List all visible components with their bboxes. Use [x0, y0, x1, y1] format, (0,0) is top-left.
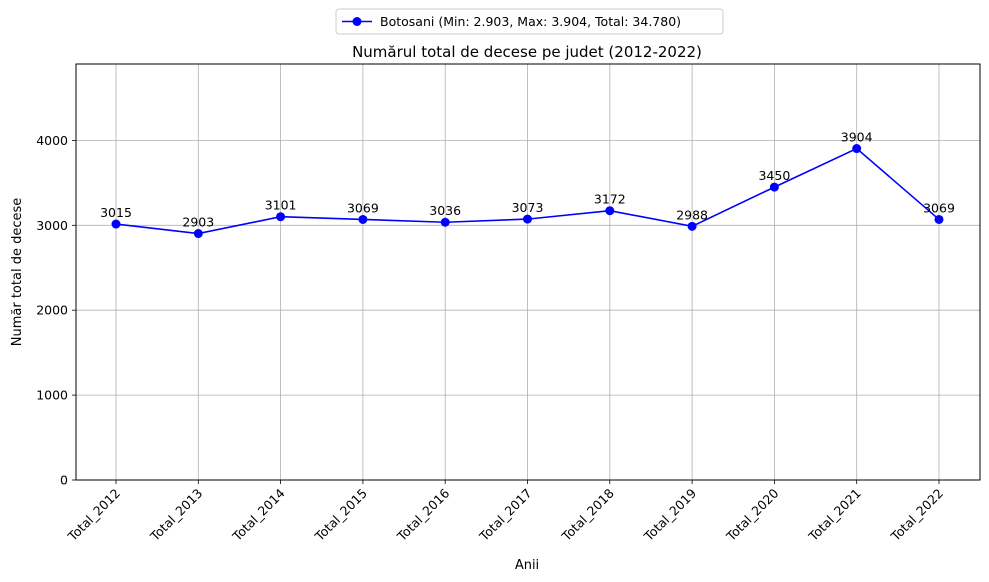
data-label: 3069 — [347, 200, 379, 215]
legend: Botosani (Min: 2.903, Max: 3.904, Total:… — [335, 8, 724, 35]
data-point — [193, 229, 203, 239]
data-point — [523, 214, 532, 224]
data-point — [440, 217, 450, 227]
y-tick-label: 4000 — [36, 133, 68, 148]
data-label: 3172 — [594, 192, 626, 207]
x-axis-label: Anii — [515, 558, 539, 573]
y-tick-label: 2000 — [36, 303, 68, 318]
data-label: 2903 — [182, 215, 214, 230]
chart-title: Numărul total de decese pe judet (2012-2… — [352, 43, 702, 61]
series-botosani — [111, 144, 944, 239]
data-label: 3036 — [429, 203, 461, 218]
data-point — [687, 221, 697, 231]
plot-frame — [75, 63, 981, 481]
data-point — [358, 214, 368, 224]
y-tick-label: 0 — [60, 473, 68, 488]
data-point — [111, 219, 121, 229]
data-label: 3073 — [512, 200, 544, 215]
data-labels: 3015 2903 3101 3069 3036 3073 3172 2988 3450 3904… — [100, 130, 955, 230]
data-label: 2988 — [676, 207, 708, 222]
data-point — [605, 206, 615, 216]
legend-box — [335, 8, 724, 35]
data-point — [934, 214, 944, 224]
data-label: 3069 — [923, 200, 955, 215]
data-label: 3101 — [265, 198, 297, 213]
data-label: 3015 — [100, 205, 132, 220]
data-label: 3904 — [841, 130, 873, 145]
data-label: 3450 — [758, 168, 790, 183]
legend-label: Botosani (Min: 2.903, Max: 3.904, Total:… — [380, 14, 681, 29]
data-point — [276, 212, 286, 222]
data-point — [769, 182, 779, 192]
legend-marker-swatch — [352, 17, 362, 26]
y-axis: 0 1000 2000 3000 4000 — [36, 133, 76, 488]
y-tick-label: 1000 — [36, 388, 68, 403]
y-tick-label: 3000 — [36, 218, 68, 233]
y-axis-label: Număr total de decese — [10, 198, 25, 346]
data-point — [852, 144, 862, 154]
